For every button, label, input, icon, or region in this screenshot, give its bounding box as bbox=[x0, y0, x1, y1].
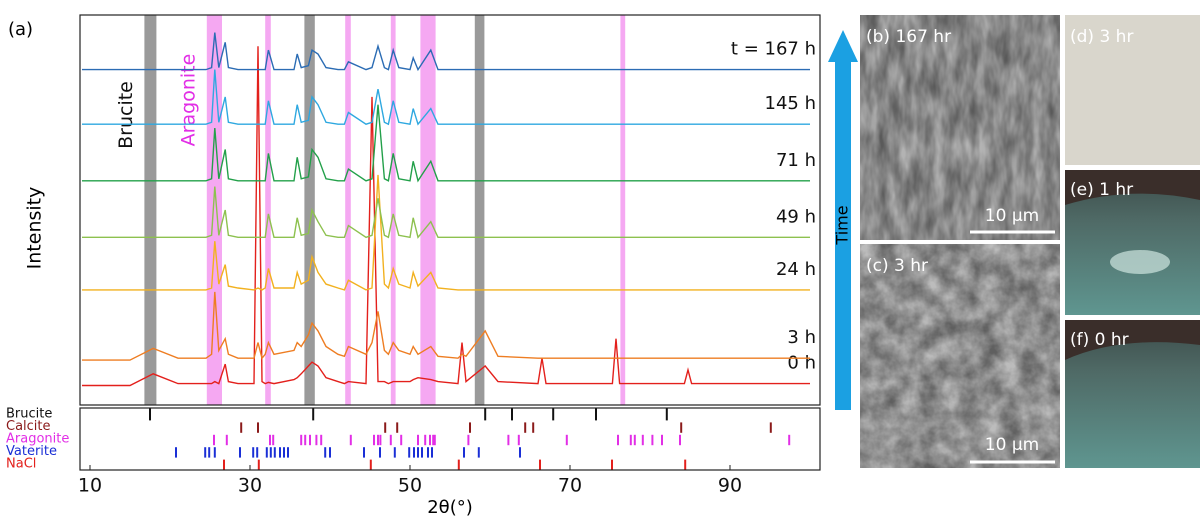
scale-label: 10 μm bbox=[985, 435, 1039, 455]
x-tick-label: 30 bbox=[238, 475, 262, 497]
xrd-trace bbox=[82, 174, 810, 291]
trace-label: 24 h bbox=[776, 259, 816, 280]
y-axis-label: Intensity bbox=[24, 187, 46, 270]
photo-panel-d: (d) 3 hr bbox=[1065, 15, 1200, 165]
highlight-band bbox=[304, 15, 315, 405]
sem-panel-c: (c) 3 hr 10 μm bbox=[860, 244, 1060, 468]
reference-label: Vaterite bbox=[6, 444, 57, 459]
trace-label: 71 h bbox=[776, 150, 816, 171]
plot-frame bbox=[79, 14, 821, 406]
highlight-band bbox=[620, 15, 626, 405]
highlight-band bbox=[390, 15, 396, 405]
reference-label: Brucite bbox=[6, 407, 52, 422]
x-tick-label: 70 bbox=[558, 475, 582, 497]
xrd-trace bbox=[82, 104, 810, 183]
highlight-band bbox=[420, 15, 436, 405]
photo-panel-f: (f) 0 hr bbox=[1065, 320, 1200, 468]
reference-frame bbox=[79, 407, 821, 471]
x-tick-label: 10 bbox=[78, 475, 102, 497]
panel-label: (f) 0 hr bbox=[1070, 330, 1129, 350]
xrd-trace bbox=[82, 32, 810, 72]
x-axis-label: 2θ(°) bbox=[427, 497, 473, 518]
highlight-band bbox=[474, 15, 485, 405]
x-tick-label: 90 bbox=[718, 475, 742, 497]
scale-label: 10 μm bbox=[985, 206, 1039, 226]
xrd-trace bbox=[82, 291, 810, 361]
x-tick-label: 50 bbox=[398, 475, 422, 497]
photo-panel-e: (e) 1 hr bbox=[1065, 170, 1200, 315]
reference-label: NaCl bbox=[6, 456, 36, 471]
time-arrow: Time bbox=[828, 30, 858, 410]
trace-label: 0 h bbox=[787, 353, 816, 374]
highlight-band bbox=[345, 15, 351, 405]
band-label: Aragonite bbox=[177, 54, 199, 147]
highlight-band bbox=[144, 15, 157, 405]
trace-label: t = 167 h bbox=[731, 39, 816, 60]
xrd-trace bbox=[82, 69, 810, 126]
band-label: Brucite bbox=[115, 81, 137, 149]
panel-label: (c) 3 hr bbox=[866, 256, 928, 276]
xrd-trace bbox=[82, 186, 810, 239]
panel-label: (d) 3 hr bbox=[1070, 27, 1133, 47]
highlight-band bbox=[265, 15, 271, 405]
reference-label: Calcite bbox=[6, 419, 51, 434]
trace-label: 145 h bbox=[765, 93, 817, 114]
trace-label: 3 h bbox=[787, 327, 816, 348]
panel-label: (a) bbox=[8, 19, 33, 40]
panel-label: (b) 167 hr bbox=[866, 27, 951, 47]
arrow-label: Time bbox=[833, 205, 852, 245]
reference-label: Aragonite bbox=[6, 432, 69, 447]
panel-label: (e) 1 hr bbox=[1070, 180, 1133, 200]
trace-label: 49 h bbox=[776, 206, 816, 227]
sem-panel-b: (b) 167 hr 10 μm bbox=[860, 15, 1060, 240]
xrd-trace bbox=[82, 46, 810, 387]
